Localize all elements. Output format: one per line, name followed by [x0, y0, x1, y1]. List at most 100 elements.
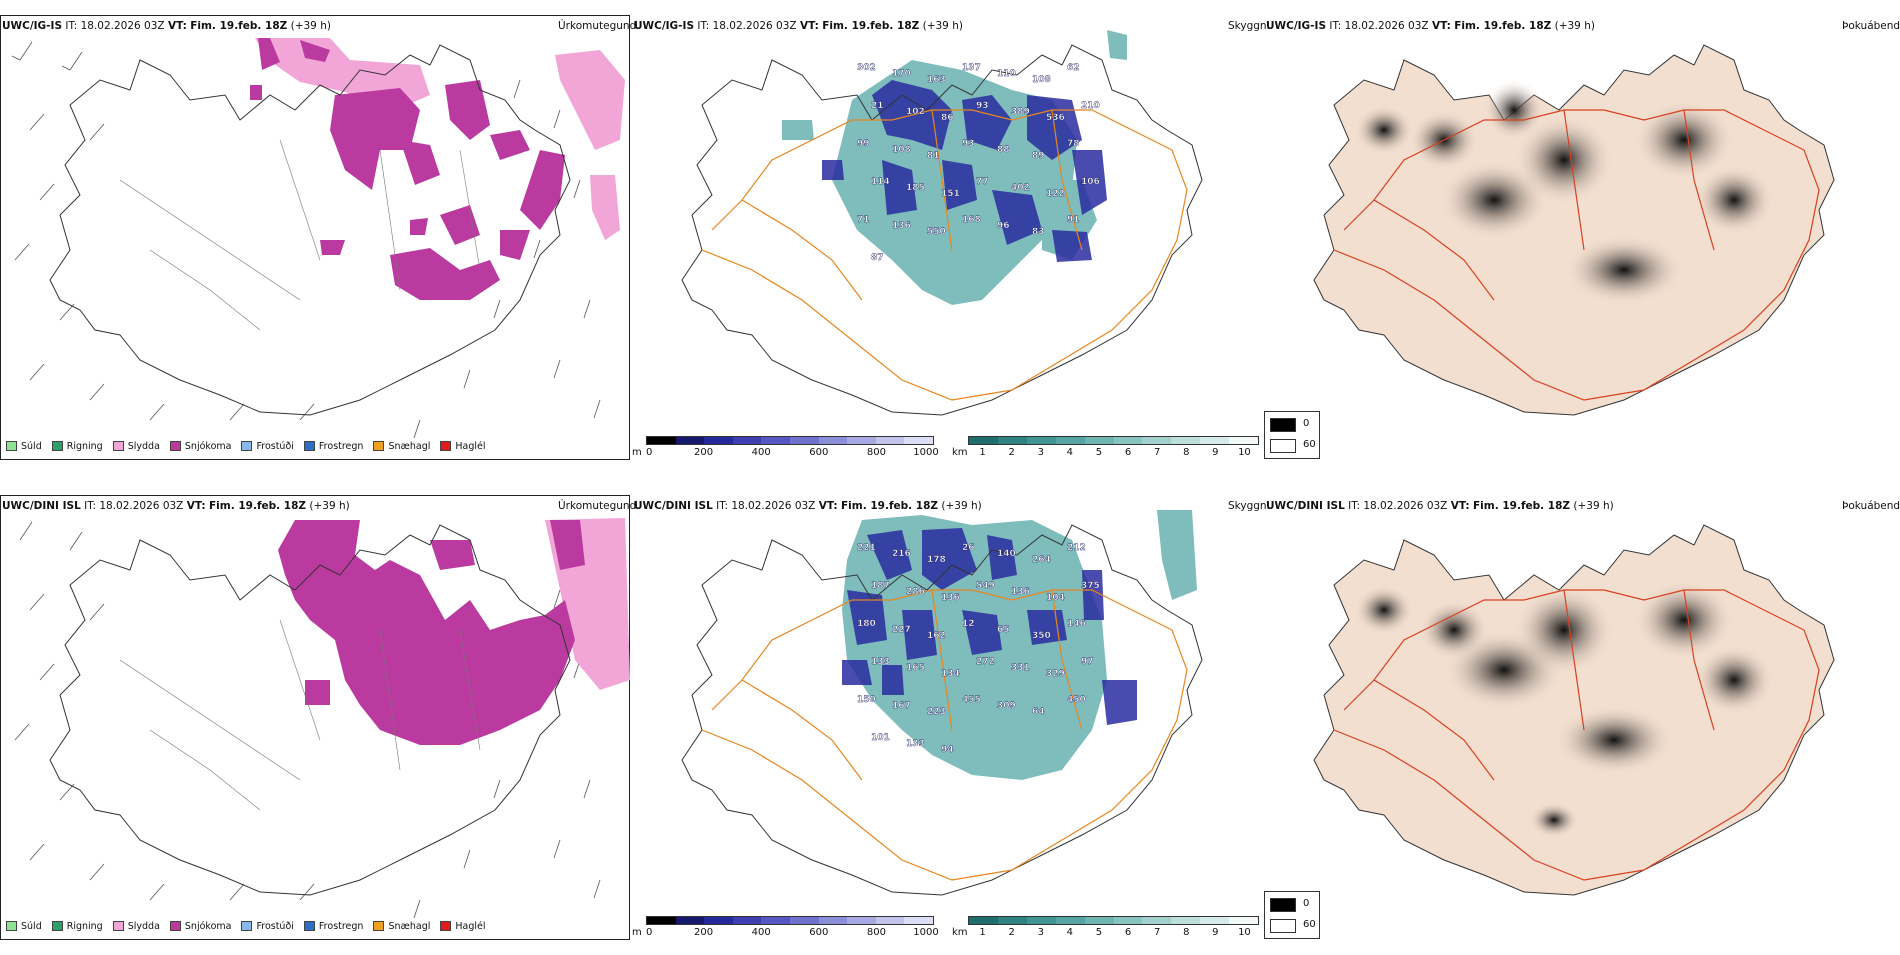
colorbar-ticks: 1 2 3 4 5 6 7 8 9 10	[968, 447, 1259, 459]
vt-label: VT:	[186, 500, 206, 512]
colorbar-segment	[647, 917, 676, 924]
cloud-base-label: 210	[1081, 101, 1100, 111]
vt-label: VT:	[799, 20, 819, 32]
colorbar-segment	[969, 437, 998, 444]
cloud-base-label: 221	[857, 543, 876, 553]
cloud-base-labels: 221 216 178 26 140 264 212 187 286 136 549 136 104 37…	[857, 543, 1100, 755]
colorbar-segment	[904, 437, 933, 444]
colorbar-swatches	[646, 436, 934, 445]
roads	[1333, 109, 1820, 401]
legend-label: Slydda	[127, 920, 160, 932]
colorbar-tick-label: 400	[751, 447, 771, 458]
colorbar-segment	[969, 917, 998, 924]
fog-key-high-swatch	[1270, 418, 1296, 432]
legend-label: Haglél	[455, 440, 486, 452]
colorbar-segment	[789, 917, 819, 924]
model-name: UWC/IG-IS	[634, 20, 695, 32]
model-row-igis: Súld Rigning Slydda Snjókoma Frostúði Frostre…	[0, 0, 1900, 475]
precip-legend: Súld Rigning Slydda Snjókoma Frostúði Frostre…	[6, 438, 486, 454]
legend-item-slydda: Slydda	[112, 920, 160, 932]
legend-label: Frostregn	[318, 440, 364, 452]
colorbar-segment	[1171, 917, 1201, 924]
precip-panel-title: Úrkomutegund	[558, 20, 637, 32]
cloud-base-label: 272	[976, 657, 995, 667]
colorbar-segment	[704, 917, 733, 924]
colorbar-segment	[704, 437, 733, 444]
colorbar-segment	[1113, 437, 1143, 444]
fog-map	[1313, 44, 1835, 416]
colorbar-unit: m	[632, 447, 642, 458]
cloud-base-label: 78	[1067, 139, 1080, 149]
colorbar-segment	[647, 437, 676, 444]
colorbar-tick-label: 1000	[913, 927, 939, 938]
colorbar-ticks: 1 2 3 4 5 6 7 8 9 10	[968, 927, 1259, 939]
legend-item-frostregn: Frostregn	[303, 921, 363, 932]
legend-swatch	[303, 921, 315, 931]
cloud-map: 221 216 178 26 140 264 212 187 286 136 549 136 104 37…	[681, 510, 1203, 896]
cloud-base-label: 97	[1081, 657, 1094, 667]
colorbar-unit: m	[632, 927, 642, 938]
colorbar-segment	[847, 917, 876, 924]
rivers	[119, 139, 481, 331]
colorbar-segment	[904, 917, 933, 924]
cloud-base-label: 65	[997, 625, 1010, 635]
legend-label: Snjókoma	[184, 920, 232, 932]
cloud-base-label: 136	[892, 221, 911, 231]
valid-time: Fim. 19.feb. 18Z	[1472, 500, 1571, 512]
legend-label: Rigning	[66, 920, 103, 932]
cloud-base-label: 122	[1046, 189, 1065, 199]
colorbar-tick-label: 1	[979, 927, 986, 938]
precip-panel-title: Úrkomutegund	[558, 500, 637, 512]
lead-time: (+39 h)	[1554, 20, 1595, 32]
colorbar-tick-label: 6	[1124, 927, 1132, 938]
colorbar-segment	[1200, 917, 1230, 924]
cloud-base-label: 168	[962, 215, 981, 225]
fog-areas	[1354, 580, 1774, 838]
legend-label: Snæhagl	[388, 440, 431, 452]
cloud-base-label: 62	[1067, 63, 1080, 73]
colorbar-tick-label: 0	[646, 447, 653, 458]
cloud-base-label: 286	[906, 587, 925, 597]
cloud-base-label: 106	[1081, 177, 1100, 187]
colorbar-tick-label: 600	[809, 927, 829, 938]
lead-time: (+39 h)	[922, 20, 963, 32]
colorbar-tick-label: 7	[1153, 447, 1161, 458]
cloud-base-panel: 302 170 163 137 110 108 62 21 102 86 93 389 536 210 99…	[632, 0, 1264, 470]
legend-label: Rigning	[66, 440, 103, 452]
cloud-base-labels: 302 170 163 137 110 108 62 21 102 86 93 389 536 210 99…	[857, 63, 1100, 263]
colorbar-segment	[1171, 437, 1201, 444]
colorbar-tick-label: 3	[1037, 927, 1044, 938]
colorbar-swatches	[646, 916, 934, 925]
colorbar-segment	[1113, 917, 1143, 924]
cloud-base-label: 99	[857, 139, 870, 149]
colorbar-segment	[875, 917, 905, 924]
colorbar-segment	[761, 917, 790, 924]
panel-header: UWC/DINI ISL IT: 18.02.2026 03Z VT: Fim.…	[634, 500, 982, 512]
colorbar-swatches	[968, 436, 1259, 445]
cloud-base-label: 264	[1032, 555, 1051, 565]
cloud-base-label: 89	[1032, 151, 1045, 161]
colorbar-unit: km	[952, 447, 968, 458]
low-cloud-areas	[842, 528, 1137, 725]
cloud-base-label: 88	[997, 145, 1010, 155]
fog-key-high-label: 0	[1303, 898, 1310, 909]
vt-label: VT:	[167, 20, 187, 32]
cloud-base-label: 375	[1081, 581, 1100, 591]
cloud-base-label: 81	[927, 151, 940, 161]
init-time: IT: 18.02.2026 03Z	[1348, 500, 1448, 512]
cloud-base-label: 91	[1067, 215, 1080, 225]
cloud-base-label: 455	[962, 695, 981, 705]
cloud-base-label: 180	[857, 619, 876, 629]
init-time: IT: 18.02.2026 03Z	[65, 20, 165, 32]
colorbar-segment	[1055, 917, 1085, 924]
colorbar-tick-label: 0	[646, 927, 653, 938]
fog-panel-title: Þokuábendi	[1842, 500, 1900, 512]
cloud-base-label: 536	[1046, 113, 1065, 123]
roads	[701, 109, 1188, 401]
legend-swatch	[169, 441, 181, 451]
legend-item-frostúði: Frostúði	[241, 441, 294, 452]
colorbar-segment	[732, 917, 762, 924]
legend-swatch	[112, 921, 124, 931]
cloud-base-label: 212	[1067, 543, 1086, 553]
legend-item-snjókoma: Snjókoma	[169, 441, 231, 452]
